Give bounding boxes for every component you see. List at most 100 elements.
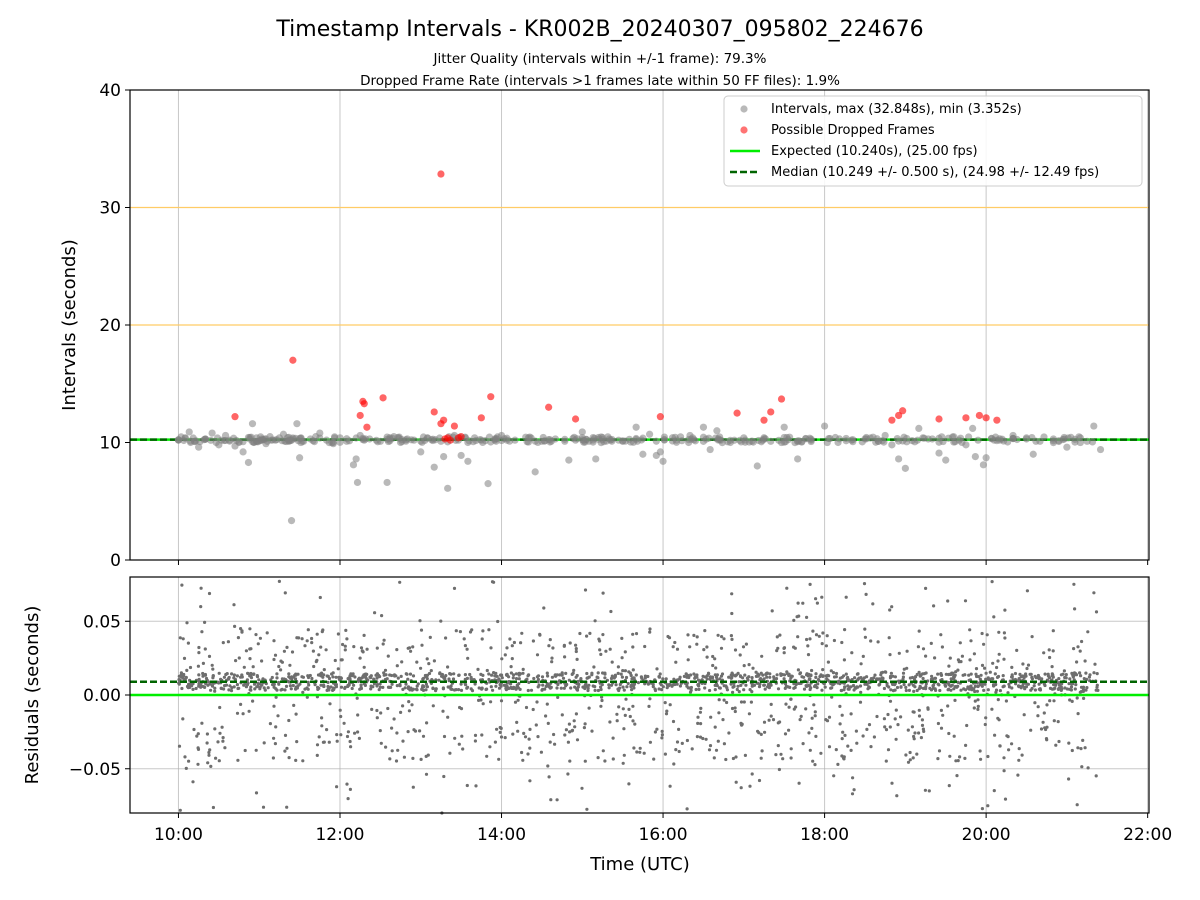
residual-point	[983, 722, 987, 727]
residual-point	[583, 722, 587, 726]
residual-point	[996, 716, 1000, 720]
residual-point	[326, 680, 330, 685]
residual-point	[731, 690, 735, 695]
residual-point	[722, 698, 726, 702]
interval-point	[893, 434, 901, 443]
residual-point	[448, 672, 452, 676]
residual-point	[841, 730, 845, 734]
residual-point	[221, 739, 225, 743]
residual-point	[287, 756, 291, 760]
interval-point	[1029, 450, 1037, 458]
residual-point	[969, 672, 973, 676]
residual-point	[372, 682, 376, 686]
residual-point	[843, 685, 847, 689]
residual-point	[550, 675, 555, 679]
residual-point	[929, 641, 933, 646]
residual-point	[792, 686, 796, 690]
residual-point	[224, 683, 229, 687]
residual-point	[460, 734, 464, 738]
residual-point	[680, 741, 684, 746]
residual-point	[528, 779, 532, 783]
residual-point	[758, 682, 762, 686]
residual-point	[203, 647, 207, 651]
residual-point	[703, 686, 707, 690]
residual-point	[941, 713, 945, 717]
residual-point	[638, 746, 642, 750]
residual-point	[283, 749, 287, 753]
interval-point	[948, 433, 957, 441]
residual-point	[425, 685, 429, 689]
residual-point	[424, 682, 428, 686]
interval-point	[911, 438, 919, 446]
residual-point	[279, 668, 283, 672]
residual-point	[220, 725, 224, 729]
x-tick-label: 16:00	[639, 825, 688, 845]
residual-point	[396, 748, 400, 752]
residual-point	[300, 675, 304, 679]
residual-point	[843, 628, 847, 632]
residual-point	[187, 682, 191, 686]
residual-point	[1002, 631, 1007, 635]
residual-point	[244, 649, 248, 653]
residual-point	[505, 646, 509, 650]
residual-point	[1036, 714, 1040, 718]
residual-point	[498, 683, 502, 687]
residual-point	[442, 774, 446, 779]
residual-point	[356, 679, 361, 684]
residual-point	[1061, 672, 1065, 676]
residual-point	[621, 685, 625, 689]
residual-point	[312, 664, 316, 669]
residual-point	[390, 726, 394, 730]
residual-point	[222, 675, 226, 679]
residual-point	[946, 704, 950, 708]
residual-point	[395, 684, 399, 688]
residual-point	[842, 757, 846, 761]
residual-point	[490, 673, 494, 677]
residual-point	[708, 677, 712, 681]
residual-point	[240, 630, 244, 634]
residual-point	[415, 660, 419, 664]
residual-point	[734, 673, 739, 677]
residual-point	[242, 665, 246, 669]
residual-point	[1072, 582, 1076, 586]
residual-point	[318, 595, 322, 600]
residual-point	[1010, 686, 1014, 690]
residual-point	[770, 609, 774, 613]
residual-point	[194, 686, 198, 691]
residual-point	[814, 675, 818, 680]
residual-point	[362, 633, 366, 638]
residual-point	[517, 677, 521, 681]
dropped-frame-point	[360, 400, 368, 408]
residual-point	[912, 734, 916, 739]
residual-point	[1069, 685, 1074, 689]
residual-point	[349, 672, 353, 676]
residual-point	[815, 686, 819, 690]
residual-point	[1021, 662, 1025, 666]
residual-point	[936, 672, 940, 676]
residual-point	[960, 654, 965, 658]
residual-point	[553, 673, 558, 677]
residual-point	[573, 725, 577, 729]
residual-point	[317, 735, 321, 739]
residual-point	[674, 748, 678, 752]
interval-point	[207, 436, 215, 444]
interval-point	[293, 420, 301, 428]
residual-point	[820, 688, 824, 692]
residual-point	[696, 715, 700, 719]
residual-point	[739, 786, 743, 790]
interval-point	[974, 436, 982, 444]
residual-point	[1088, 673, 1092, 677]
residual-point	[248, 688, 252, 692]
residual-point	[305, 695, 309, 699]
residual-point	[1002, 657, 1006, 661]
residual-point	[917, 629, 921, 633]
residual-point	[586, 686, 590, 690]
residual-point	[955, 774, 959, 778]
residual-point	[1037, 677, 1041, 681]
interval-point	[531, 468, 539, 476]
residual-point	[675, 682, 679, 686]
residual-point	[939, 726, 944, 730]
legend-label-expected: Expected (10.240s), (25.00 fps)	[771, 144, 978, 159]
residual-point	[317, 653, 321, 657]
interval-point	[627, 438, 635, 446]
